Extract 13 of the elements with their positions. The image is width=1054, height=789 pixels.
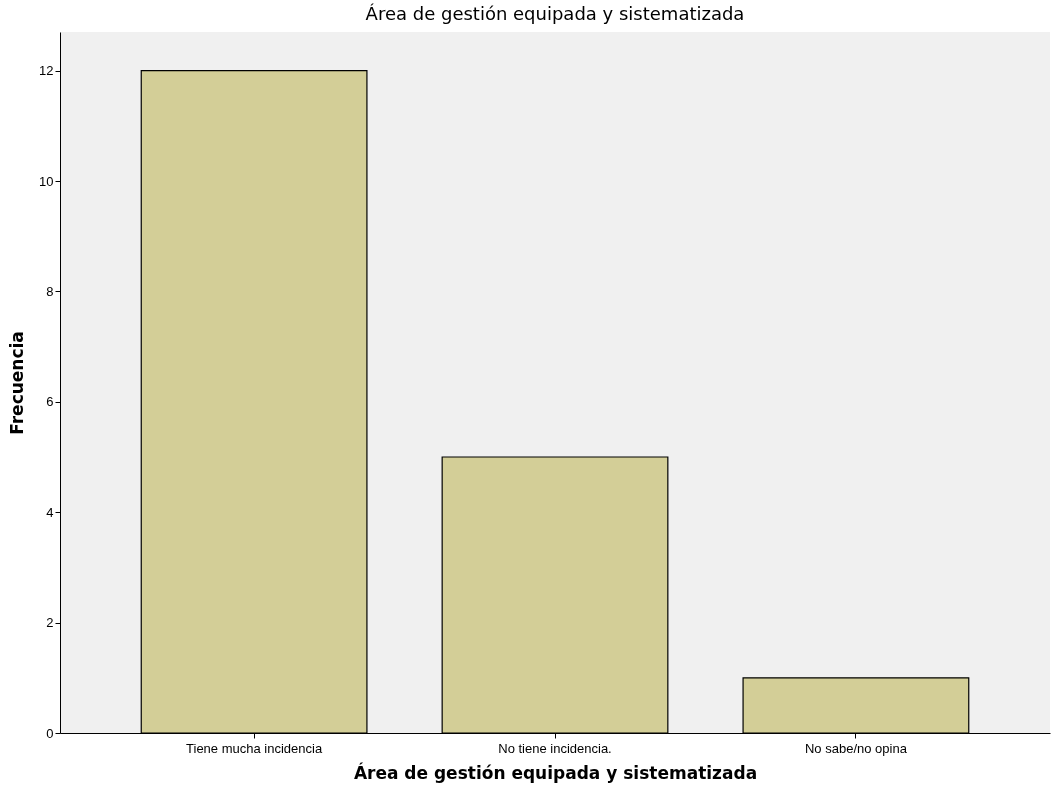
y-tick-label: 6 [46,394,54,410]
x-tick-label: Tiene mucha incidencia [186,740,323,756]
x-tick-label: No sabe/no opina [804,740,908,756]
chart-title: Área de gestión equipada y sistematizada [365,3,745,24]
y-tick-label: 12 [39,63,54,79]
x-tick-label: No tiene incidencia. [498,740,612,756]
y-tick-label: 0 [46,725,54,741]
x-axis-title: Área de gestión equipada y sistematizada [353,761,758,783]
y-axis-title: Frecuencia [7,331,28,435]
y-tick-label: 10 [39,173,54,189]
y-tick-label: 4 [46,504,54,520]
y-tick-label: 8 [46,283,54,299]
y-tick-label: 2 [46,615,54,631]
